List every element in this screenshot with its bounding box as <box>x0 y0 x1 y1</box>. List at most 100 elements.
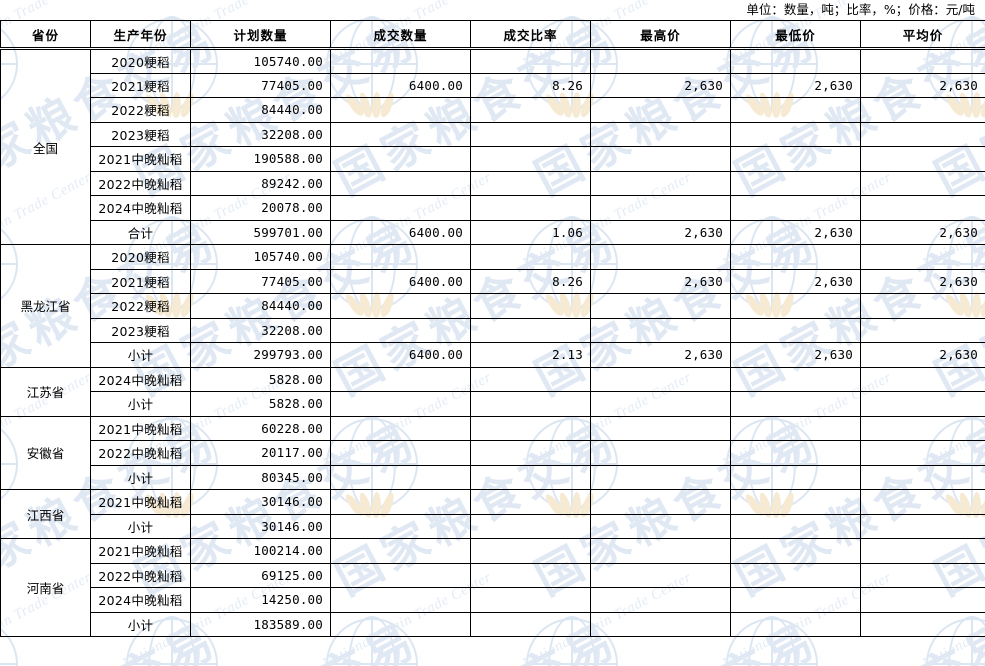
lowest-price-cell <box>730 562 861 588</box>
deal-qty-cell <box>330 244 471 270</box>
highest-price-cell <box>590 391 731 417</box>
plan-qty-cell: 20078.00 <box>190 195 331 221</box>
column-header-year: 生产年份 <box>90 20 191 50</box>
deal-rate-cell <box>470 391 591 417</box>
average-price-cell <box>860 97 985 123</box>
highest-price-cell: 2,630 <box>590 268 731 294</box>
table-row: 2022粳稻 84440.00 <box>1 97 985 123</box>
deal-rate-cell: 8.26 <box>470 72 591 98</box>
year-cell: 2021粳稻 <box>90 268 191 294</box>
table-row: 全国 2020粳稻 105740.00 <box>0 48 985 245</box>
table-row: 2022中晚籼稻 20117.00 <box>1 440 985 466</box>
table-row: 小计 30146.00 <box>1 513 985 539</box>
average-price-cell <box>860 415 985 441</box>
table-row: 安徽省 2021中晚籼稻 60228.00 <box>0 415 985 490</box>
highest-price-cell <box>590 464 731 490</box>
column-header-deal-rate: 成交比率 <box>470 20 591 50</box>
year-cell: 小计 <box>90 611 191 637</box>
plan-qty-cell: 183589.00 <box>190 611 331 637</box>
average-price-cell <box>860 538 985 564</box>
deal-rate-cell: 8.26 <box>470 268 591 294</box>
lowest-price-cell <box>730 415 861 441</box>
lowest-price-cell <box>730 611 861 637</box>
lowest-price-cell <box>730 317 861 343</box>
lowest-price-cell <box>730 587 861 613</box>
average-price-cell <box>860 587 985 613</box>
highest-price-cell <box>590 440 731 466</box>
deal-rate-cell <box>470 146 591 172</box>
unit-note: 单位：数量，吨；比率，%；价格：元/吨 <box>746 2 975 17</box>
table-row: 2021粳稻 77405.00 6400.00 8.26 2,630 2,630 2,630 <box>1 268 985 294</box>
deal-qty-cell <box>330 513 471 539</box>
highest-price-cell <box>590 121 731 147</box>
plan-qty-cell: 105740.00 <box>190 48 331 74</box>
table-row: 2023粳稻 32208.00 <box>1 121 985 147</box>
average-price-cell <box>860 489 985 515</box>
plan-qty-cell: 105740.00 <box>190 244 331 270</box>
deal-rate-cell <box>470 317 591 343</box>
year-cell: 2023粳稻 <box>90 121 191 147</box>
average-price-cell <box>860 293 985 319</box>
plan-qty-cell: 89242.00 <box>190 170 331 196</box>
deal-qty-cell <box>330 391 471 417</box>
deal-qty-cell <box>330 489 471 515</box>
highest-price-cell <box>590 195 731 221</box>
deal-qty-cell <box>330 611 471 637</box>
deal-rate-cell <box>470 366 591 392</box>
average-price-cell <box>860 562 985 588</box>
deal-qty-cell <box>330 170 471 196</box>
deal-qty-cell <box>330 366 471 392</box>
plan-qty-cell: 60228.00 <box>190 415 331 441</box>
column-header-average-price: 平均价 <box>860 20 985 50</box>
deal-rate-cell <box>470 244 591 270</box>
plan-qty-cell: 32208.00 <box>190 317 331 343</box>
deal-qty-cell <box>330 317 471 343</box>
average-price-cell: 2,630 <box>860 268 985 294</box>
plan-qty-cell: 77405.00 <box>190 268 331 294</box>
average-price-cell: 2,630 <box>860 72 985 98</box>
column-header-lowest-price: 最低价 <box>730 20 861 50</box>
province-cell: 河南省 <box>0 538 91 637</box>
lowest-price-cell: 2,630 <box>730 268 861 294</box>
table-row: 小计 183589.00 <box>1 611 985 637</box>
average-price-cell <box>860 611 985 637</box>
lowest-price-cell <box>730 391 861 417</box>
average-price-cell <box>860 366 985 392</box>
deal-rate-cell <box>470 587 591 613</box>
highest-price-cell <box>590 317 731 343</box>
lowest-price-cell <box>730 121 861 147</box>
lowest-price-cell <box>730 146 861 172</box>
plan-qty-cell: 190588.00 <box>190 146 331 172</box>
table-row: 2021粳稻 77405.00 6400.00 8.26 2,630 2,630 2,630 <box>1 72 985 98</box>
deal-qty-cell <box>330 293 471 319</box>
year-cell: 2021粳稻 <box>90 72 191 98</box>
highest-price-cell <box>590 611 731 637</box>
plan-qty-cell: 100214.00 <box>190 538 331 564</box>
year-cell: 2023粳稻 <box>90 317 191 343</box>
year-cell: 2021中晚籼稻 <box>90 538 191 564</box>
plan-qty-cell: 30146.00 <box>190 513 331 539</box>
auction-statistics-table: 省份 生产年份 计划数量 成交数量 成交比率 最高价 最低价 平均价 全国 202… <box>0 20 985 637</box>
deal-rate-cell: 2.13 <box>470 342 591 368</box>
deal-qty-cell: 6400.00 <box>330 342 471 368</box>
lowest-price-cell <box>730 170 861 196</box>
year-cell: 2020粳稻 <box>90 48 191 74</box>
highest-price-cell <box>590 489 731 515</box>
highest-price-cell <box>590 244 731 270</box>
deal-rate-cell <box>470 170 591 196</box>
deal-rate-cell <box>470 415 591 441</box>
plan-qty-cell: 32208.00 <box>190 121 331 147</box>
lowest-price-cell <box>730 464 861 490</box>
average-price-cell <box>860 317 985 343</box>
year-cell: 2022粳稻 <box>90 293 191 319</box>
table-row: 2024中晚籼稻 14250.00 <box>1 587 985 613</box>
lowest-price-cell <box>730 440 861 466</box>
year-cell: 2022粳稻 <box>90 97 191 123</box>
table-row: 2022中晚籼稻 89242.00 <box>1 170 985 196</box>
year-cell: 2021中晚籼稻 <box>90 489 191 515</box>
plan-qty-cell: 77405.00 <box>190 72 331 98</box>
table-row: 黑龙江省 2020粳稻 105740.00 <box>0 244 985 368</box>
deal-qty-cell <box>330 415 471 441</box>
highest-price-cell: 2,630 <box>590 72 731 98</box>
deal-qty-cell <box>330 562 471 588</box>
